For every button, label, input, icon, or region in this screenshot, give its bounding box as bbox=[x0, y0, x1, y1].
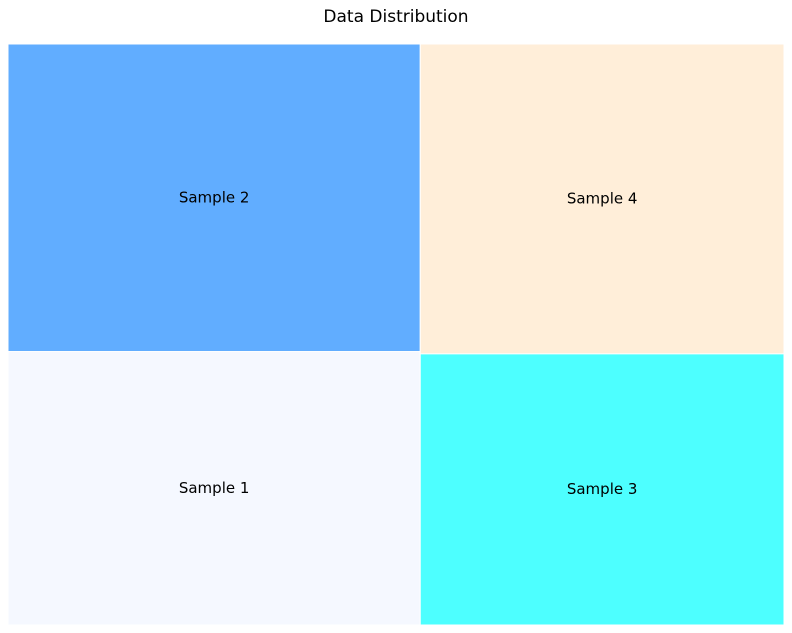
tile-sample-4 bbox=[419, 43, 785, 355]
tile-sample-3 bbox=[419, 353, 785, 626]
tile-sample-1 bbox=[7, 351, 421, 626]
tile-sample-2 bbox=[7, 43, 421, 353]
tile-label-sample-1: Sample 1 bbox=[179, 479, 250, 497]
tile-label-sample-3: Sample 3 bbox=[567, 480, 638, 498]
tile-label-sample-4: Sample 4 bbox=[567, 189, 638, 207]
chart-title: Data Distribution bbox=[323, 7, 468, 27]
treemap-tiles: Sample 2 Sample 1 Sample 4 Sample 3 bbox=[7, 43, 785, 626]
tile-label-sample-2: Sample 2 bbox=[179, 188, 250, 206]
